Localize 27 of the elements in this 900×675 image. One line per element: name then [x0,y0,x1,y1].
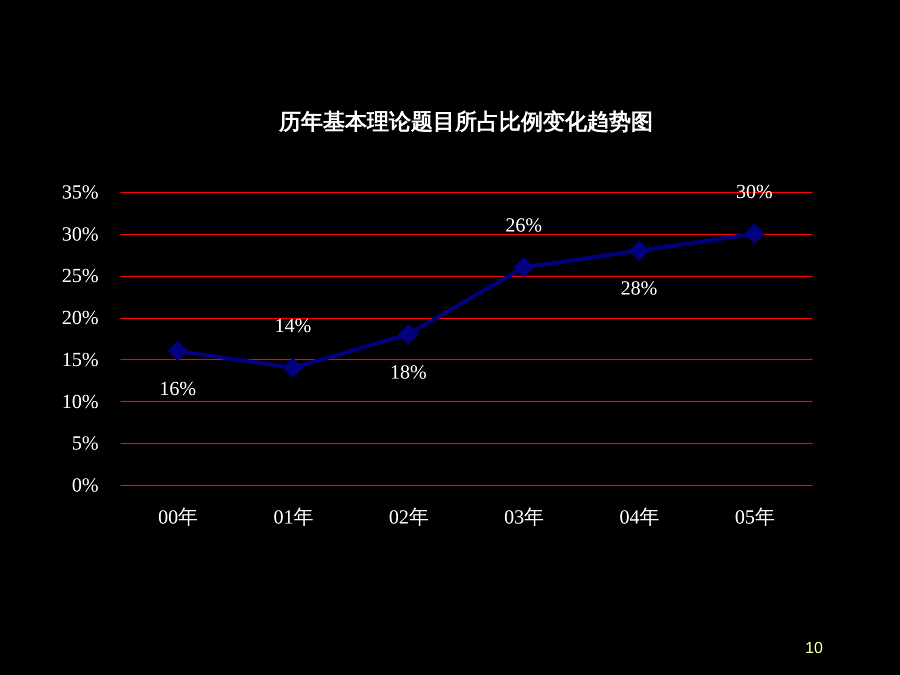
text: 28% [620,278,658,300]
y-tick-label: 20% [62,307,98,330]
x-tick-label: 00年 [158,506,198,528]
x-tick-label: 03年 [504,506,544,528]
y-tick-label: 30% [62,223,98,246]
x-tick-label: 02年 [388,506,429,528]
point [398,324,419,345]
y-tick-label: 15% [62,348,98,371]
y-tick-label: 0% [72,474,98,496]
x-tick-label: 01年 [274,506,314,528]
y-tick-label: 10% [62,390,98,413]
text: 14% [274,314,312,337]
y-tick-label: 5% [72,432,98,455]
text: 16% [159,378,196,400]
chart-title: 历年基本理论题目所占比例变化趋势图 [278,108,653,135]
point [282,358,304,378]
point [167,340,188,362]
y-tick-label: 25% [62,265,98,288]
point [513,257,534,278]
point [744,224,765,244]
text: 10 [805,640,823,657]
text: 18% [390,361,427,384]
x-tick-label: 05年 [734,506,775,528]
point [628,240,650,261]
x-tick-label: 04年 [620,506,660,528]
y-tick-label: 35% [62,182,98,204]
text: 26% [505,214,542,236]
